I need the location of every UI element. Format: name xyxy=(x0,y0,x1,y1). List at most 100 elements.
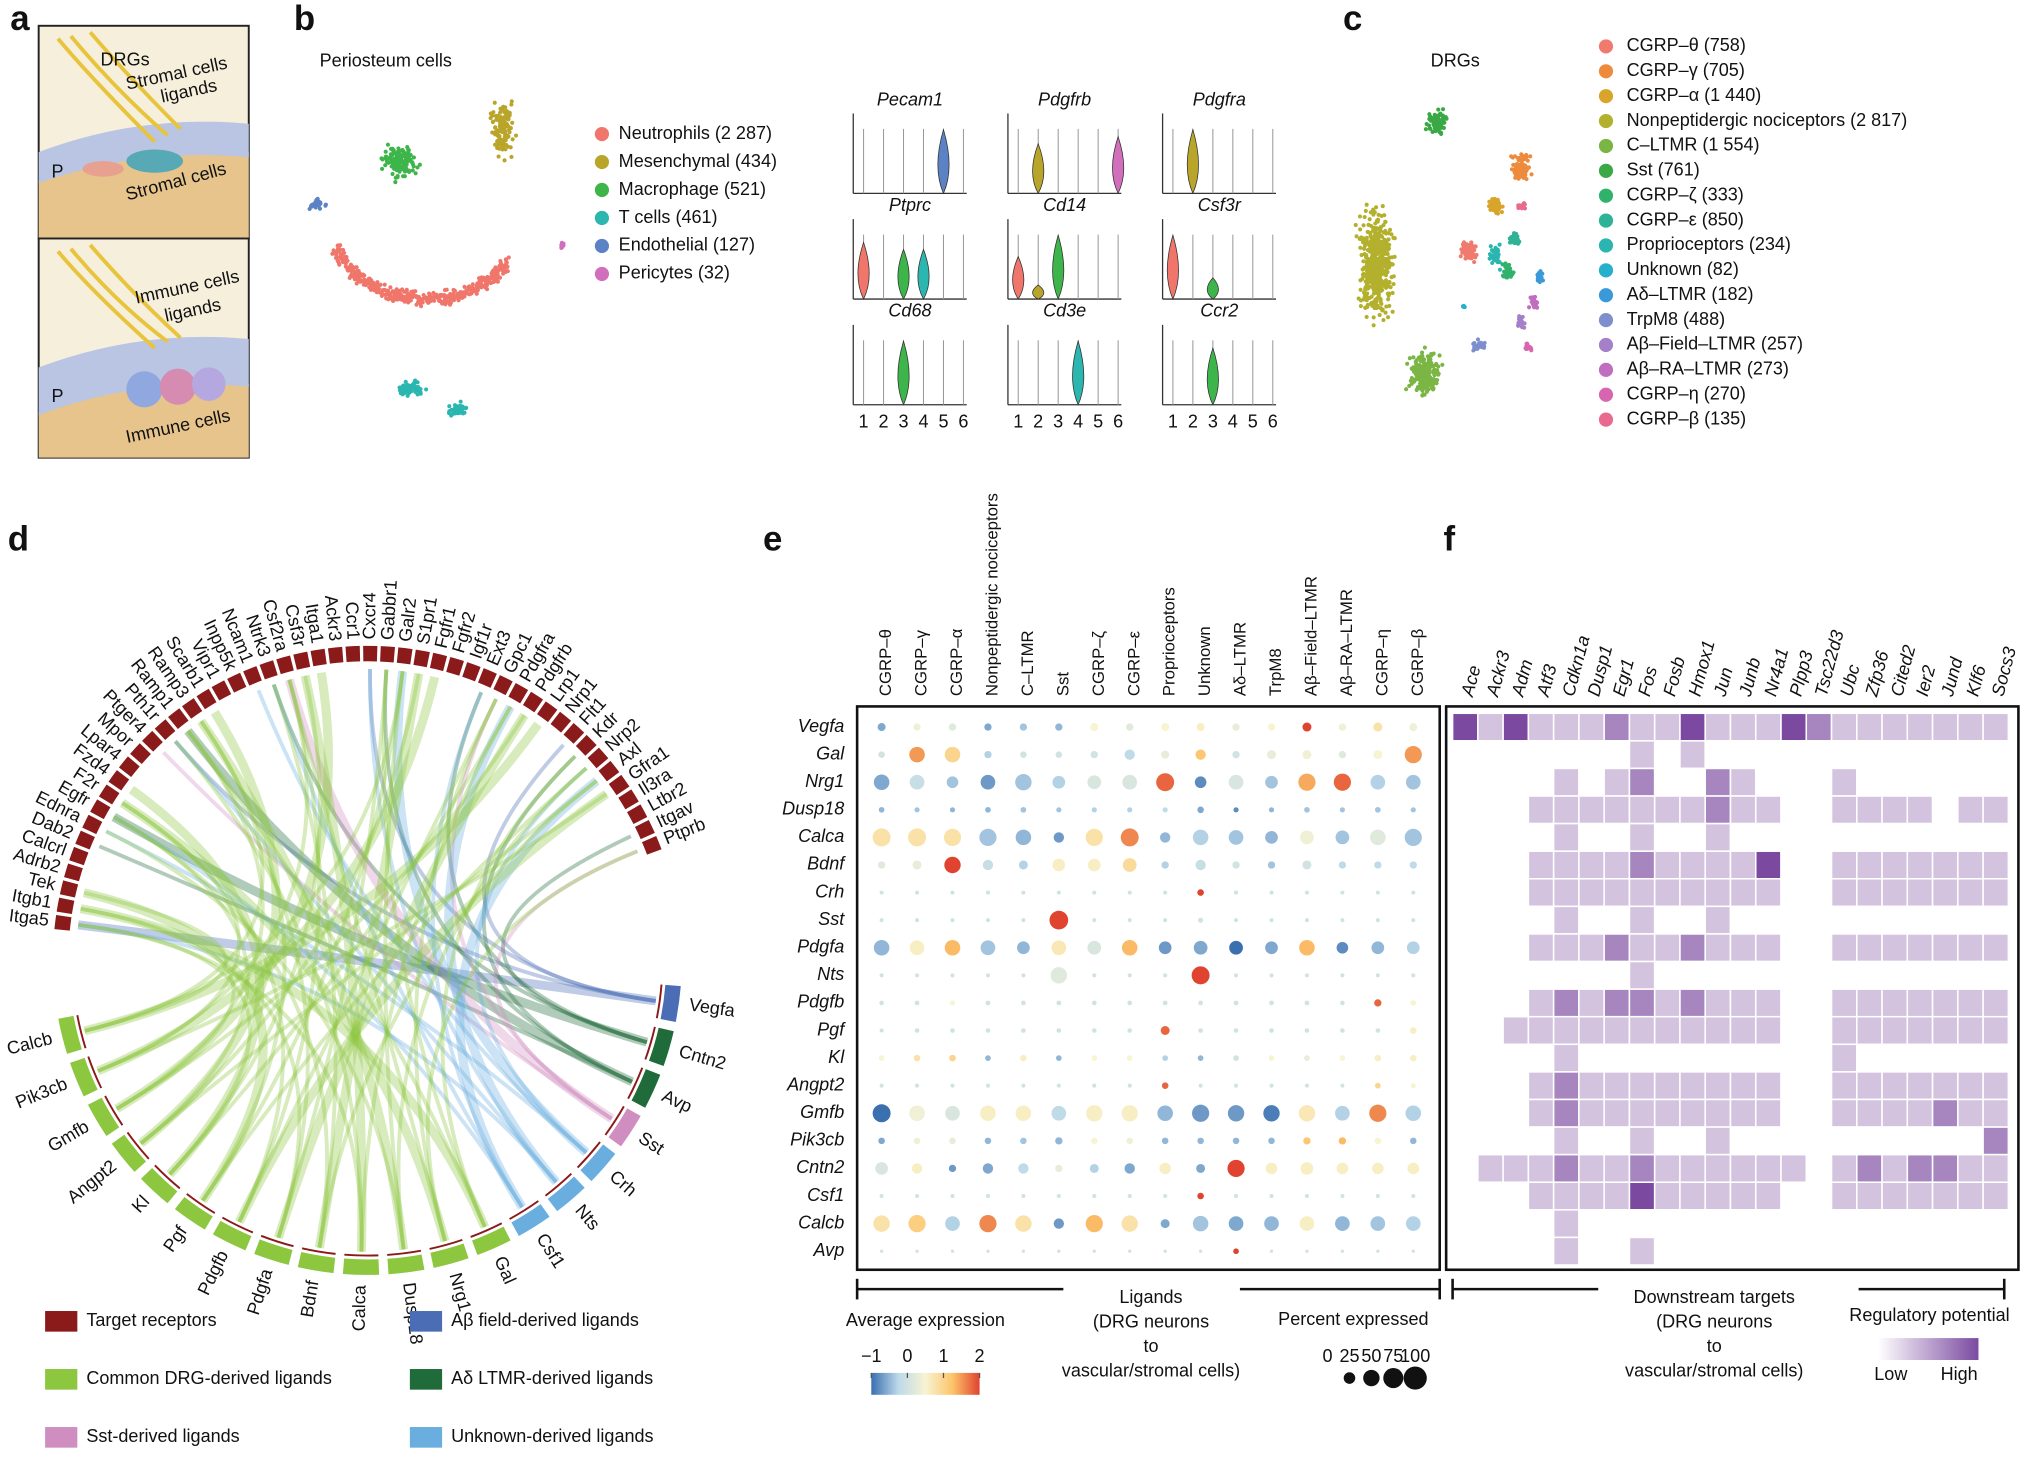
chord xyxy=(139,673,421,1146)
umap-point xyxy=(1385,315,1391,320)
chord xyxy=(128,785,265,1178)
heat-cell xyxy=(1653,878,1681,908)
umap-point xyxy=(1414,362,1419,367)
receptor-segment xyxy=(634,819,655,840)
dot xyxy=(1233,1028,1239,1033)
dot xyxy=(1234,1194,1239,1199)
heat-cell xyxy=(1578,1071,1605,1101)
dot xyxy=(1373,750,1383,760)
umap-point xyxy=(1359,252,1364,258)
dot xyxy=(1338,723,1347,731)
legend-swatch xyxy=(1598,213,1614,228)
dot xyxy=(914,807,920,813)
dot xyxy=(1298,773,1316,791)
chord-label: Avp xyxy=(659,1086,695,1117)
dot xyxy=(879,1000,884,1006)
legend-label: Neutrophils (2 287) xyxy=(619,123,772,143)
heat-cell xyxy=(1552,1126,1580,1156)
heat-cell xyxy=(1679,1209,1706,1239)
heat-cell xyxy=(1982,1043,2010,1073)
heat-cell xyxy=(1477,960,1504,990)
ligand-inner xyxy=(644,1026,656,1060)
chord xyxy=(139,779,598,1146)
heat-cell xyxy=(1906,1236,1934,1266)
umap-point xyxy=(506,127,512,132)
violin xyxy=(917,248,930,300)
chord-label: Pdgfa xyxy=(243,1265,277,1317)
heat-cell xyxy=(1704,767,1732,797)
ligand-segment xyxy=(471,1226,511,1256)
label: P xyxy=(52,386,64,406)
heat-cell xyxy=(1578,795,1605,825)
dot xyxy=(980,1105,996,1122)
dot xyxy=(1371,941,1385,955)
heat-cell xyxy=(1502,933,1530,963)
umap-point xyxy=(1358,287,1363,292)
legend-swatch xyxy=(1598,238,1614,253)
legend-swatch xyxy=(1598,113,1614,129)
receptor-segment xyxy=(536,701,558,723)
umap-point xyxy=(1531,301,1537,307)
dot xyxy=(1127,1194,1132,1199)
receptor-segment xyxy=(182,698,203,719)
receptor-segment xyxy=(142,730,163,752)
umap-point xyxy=(1437,353,1442,358)
umap-point xyxy=(500,140,505,145)
umap-point xyxy=(1427,374,1433,380)
heat-cell xyxy=(1957,1181,1984,1211)
heat-cell xyxy=(1931,988,1959,1018)
heat-cell xyxy=(1578,1015,1605,1046)
heat-cell xyxy=(1704,1043,1732,1073)
heat-cell xyxy=(1982,767,2010,797)
umap-point xyxy=(1368,233,1373,238)
receptor-segment xyxy=(118,756,140,777)
ligand-segment xyxy=(430,1243,469,1268)
heat-cell xyxy=(1881,1181,1909,1211)
heat-cell xyxy=(1451,933,1479,963)
row-label: Sst xyxy=(818,909,845,929)
dot xyxy=(1021,890,1026,895)
column-label: Proprioceptors xyxy=(1160,587,1179,696)
heat-cell xyxy=(1628,850,1656,880)
dot xyxy=(1127,807,1133,813)
dot xyxy=(1055,1055,1062,1061)
legend-label: CGRP–η (270) xyxy=(1627,383,1746,403)
heat-cell xyxy=(1754,795,1782,825)
umap-point xyxy=(509,154,514,159)
heat-cell xyxy=(1477,905,1504,935)
heat-cell xyxy=(1780,1181,1808,1211)
dot xyxy=(1405,774,1421,790)
dot xyxy=(1160,1026,1170,1036)
dot xyxy=(1229,940,1243,955)
umap-point xyxy=(1414,377,1419,382)
umap-point xyxy=(401,149,406,154)
gene-label: Pdgfrb xyxy=(1038,89,1091,109)
umap-point xyxy=(1363,279,1368,284)
heat-cell xyxy=(1754,1236,1782,1266)
chord xyxy=(96,675,440,1076)
heat-cell xyxy=(1931,850,1959,880)
heat-cell xyxy=(1780,1015,1808,1046)
dot xyxy=(1407,1162,1420,1175)
umap-point xyxy=(1378,228,1383,233)
legend-label: Common DRG-derived ligands xyxy=(86,1368,332,1388)
heat-cell xyxy=(1754,822,1782,852)
umap-point xyxy=(404,287,409,292)
column-label: Ace xyxy=(1457,663,1485,699)
umap-point xyxy=(506,117,511,122)
heat-cell xyxy=(1805,1153,1833,1184)
dot xyxy=(1374,1137,1382,1145)
heat-cell xyxy=(1451,822,1479,852)
heat-cell xyxy=(1906,905,1934,935)
umap-point xyxy=(470,282,475,287)
dot xyxy=(915,890,920,895)
legend-label: Sst-derived ligands xyxy=(86,1426,239,1446)
panel-letter: f xyxy=(1444,520,1456,559)
chord xyxy=(184,728,635,1086)
umap-point xyxy=(428,296,433,301)
chord xyxy=(482,743,657,1003)
umap-point xyxy=(1526,305,1532,310)
umap-point xyxy=(1380,204,1385,209)
dot xyxy=(1055,1137,1063,1145)
umap-point xyxy=(345,268,350,273)
